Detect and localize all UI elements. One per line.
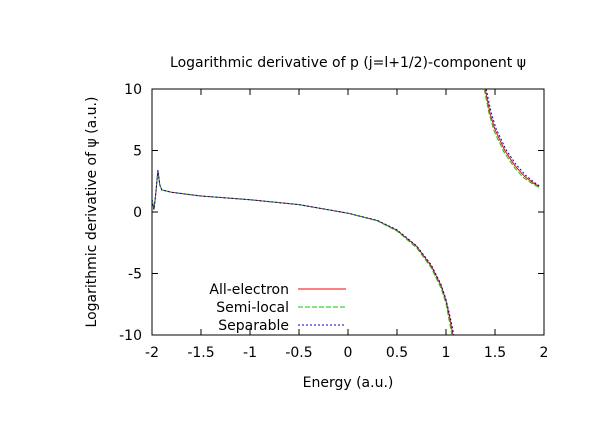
x-tick-label: 0.5 (386, 345, 408, 361)
series-line-semi-local (483, 89, 540, 188)
y-tick-label: -10 (119, 328, 142, 344)
x-tick-label: -0.5 (285, 345, 312, 361)
plot-frame (151, 88, 545, 336)
x-tick-label: -1 (243, 345, 257, 361)
y-tick-label: 0 (133, 205, 142, 221)
series-line-separable (152, 170, 455, 335)
y-axis-label: Logarithmic derivative of ψ (a.u.) (84, 97, 100, 328)
series-line-all-electron (152, 170, 454, 335)
x-axis-label: Energy (a.u.) (303, 375, 394, 391)
x-tick-label: -2 (145, 345, 159, 361)
y-tick-label: 5 (133, 144, 142, 160)
x-tick-label: 2 (540, 345, 549, 361)
y-tick-label: -5 (128, 267, 142, 283)
y-axis: 10 5 0 -5 -10 (119, 82, 544, 344)
legend-label: Semi-local (216, 300, 289, 316)
legend-label: Separable (218, 318, 289, 334)
legend: All-electron Semi-local Separable (209, 282, 346, 334)
plot-area (152, 89, 540, 335)
legend-label: All-electron (209, 282, 289, 298)
chart-title: Logarithmic derivative of p (j=l+1/2)-co… (170, 55, 526, 71)
series-line-semi-local (152, 170, 453, 335)
series-line-separable (485, 89, 540, 187)
x-tick-label: 1.5 (484, 345, 506, 361)
x-tick-label: 0 (344, 345, 353, 361)
series-line-all-electron (484, 89, 540, 187)
x-tick-label: 1 (442, 345, 451, 361)
y-tick-label: 10 (124, 82, 142, 98)
x-tick-label: -1.5 (187, 345, 214, 361)
x-axis: -2 -1.5 -1 -0.5 0 0.5 1 1.5 2 (145, 89, 548, 361)
